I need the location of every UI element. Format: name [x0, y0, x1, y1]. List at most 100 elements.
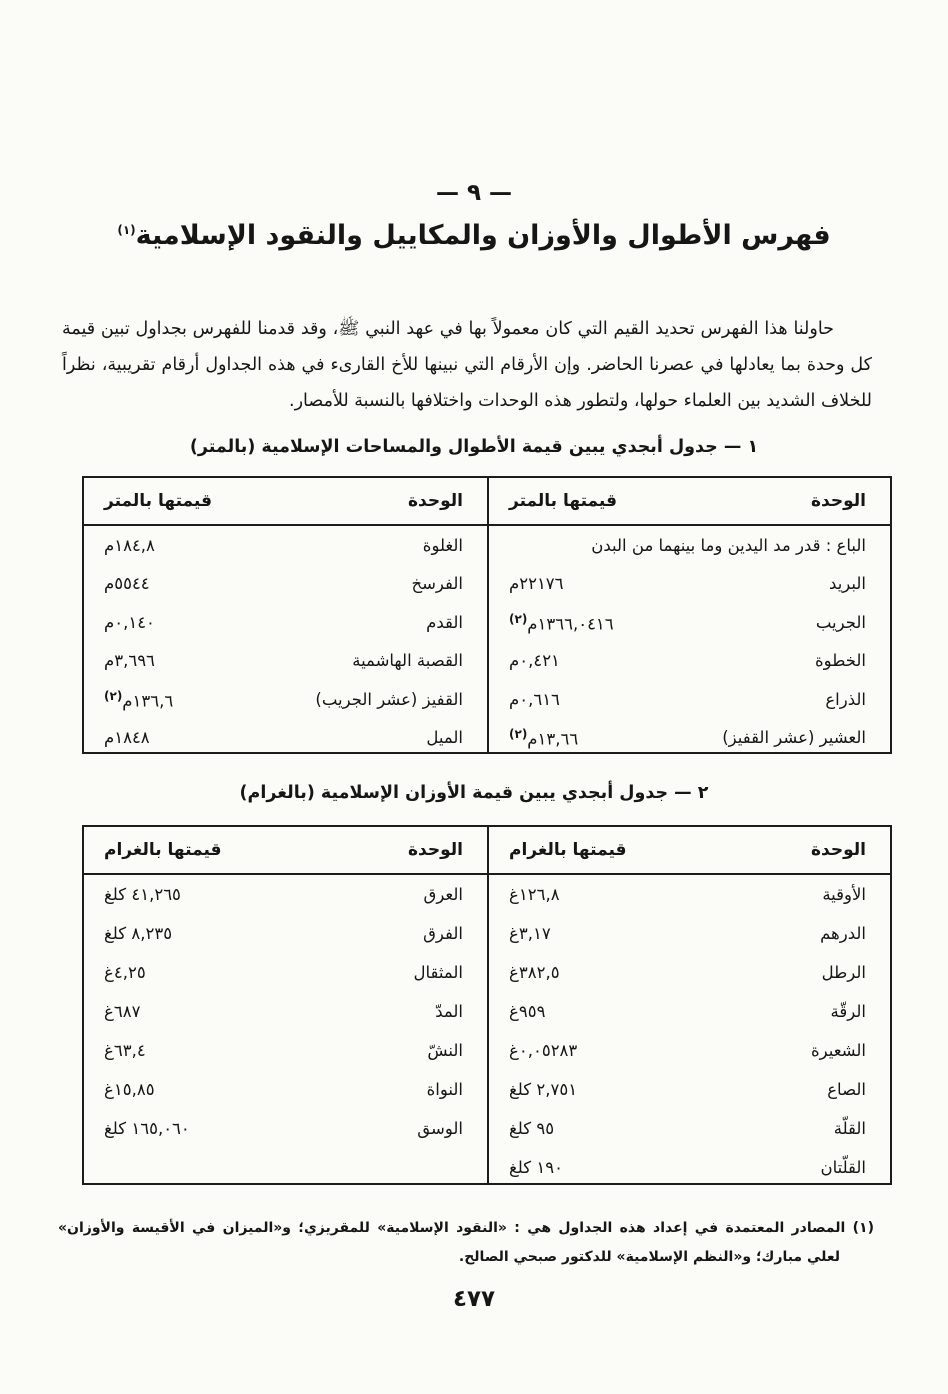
- value-text: ١٦٥,٠٦٠ كلغ: [104, 1119, 190, 1138]
- table-row: العشير (عشر القفيز) ١٣,٦٦م(٢): [489, 719, 890, 758]
- unit-name: الجريب: [815, 612, 866, 632]
- table-header-row: الوحدة قيمتها بالمتر: [84, 478, 487, 526]
- table-row: البريد ٢٢١٧٦م: [489, 565, 890, 604]
- unit-value: ١٣,٦٦م(٢): [489, 727, 673, 749]
- unit-value: ٢٢١٧٦م: [489, 574, 673, 593]
- unit-value: ٤,٢٥غ: [84, 963, 269, 982]
- table2-caption: ٢ — جدول أبجدي يبين قيمة الأوزان الإسلام…: [239, 783, 709, 803]
- weights-table: الوحدة قيمتها بالغرام الأوقية ١٢٦,٨غ الد…: [82, 825, 892, 1185]
- unit-name: الوسق: [417, 1119, 463, 1138]
- value-text: ٤,٢٥غ: [104, 963, 146, 982]
- column-header-unit: الوحدة: [811, 491, 866, 511]
- unit-name: البريد: [829, 574, 866, 594]
- unit-name: الفرسخ: [411, 574, 463, 594]
- unit-value: ٥٥٤٤م: [84, 574, 269, 593]
- unit-value: ٢,٧٥١ كلغ: [489, 1080, 673, 1099]
- value-text: ٥٥٤٤م: [104, 574, 150, 594]
- unit-value: ٣٨٢,٥غ: [489, 963, 673, 982]
- table-row: الميل ١٨٤٨م: [84, 719, 487, 758]
- value-text: ١٢٦,٨غ: [509, 885, 560, 904]
- unit-name: الأوقية: [822, 885, 866, 904]
- table-row: الجريب ١٣٦٦,٠٤١٦م(٢): [489, 603, 890, 642]
- value-text: ٩٥ كلغ: [509, 1119, 555, 1138]
- unit-value: ١٦٥,٠٦٠ كلغ: [84, 1119, 269, 1138]
- unit-value: ٦٣,٤غ: [84, 1041, 269, 1060]
- table-row: النشّ ٦٣,٤غ: [84, 1031, 487, 1070]
- value-text: ١٥,٨٥غ: [104, 1080, 155, 1099]
- unit-value: ٣,٦٩٦م: [84, 651, 269, 670]
- table-row: الرطل ٣٨٢,٥غ: [489, 953, 890, 992]
- column-header-unit: الوحدة: [408, 840, 463, 860]
- table-row: القلّة ٩٥ كلغ: [489, 1109, 890, 1148]
- unit-name: القدم: [426, 612, 463, 632]
- unit-value: ٠,٠٥٢٨٣غ: [489, 1041, 673, 1060]
- unit-name: النشّ: [427, 1041, 463, 1060]
- table-row: الفرق ٨,٢٣٥ كلغ: [84, 914, 487, 953]
- table-row: القدم ٠,١٤٠م: [84, 603, 487, 642]
- unit-name: الغلوة: [422, 535, 463, 555]
- page-number: ٤٧٧: [452, 1286, 496, 1312]
- footnote-ref: (٢): [104, 688, 123, 703]
- unit-value: ١٢٦,٨غ: [489, 885, 673, 904]
- unit-value: ٨,٢٣٥ كلغ: [84, 924, 269, 943]
- column-header-value: قيمتها بالغرام: [104, 840, 222, 860]
- unit-name: الشعيرة: [810, 1041, 866, 1060]
- lengths-table: الوحدة قيمتها بالمتر الباع : قدر مد اليد…: [82, 476, 892, 754]
- table-header-row: الوحدة قيمتها بالغرام: [489, 827, 890, 875]
- table-row: القفيز (عشر الجريب) ١٣٦,٦م(٢): [84, 680, 487, 719]
- value-text: ٣,٦٩٦م: [104, 651, 155, 671]
- table-row: المدّ ٦٨٧غ: [84, 992, 487, 1031]
- value-text: ٤١,٢٦٥ كلغ: [104, 885, 181, 904]
- table-header-row: الوحدة قيمتها بالغرام: [84, 827, 487, 875]
- table-row: الأوقية ١٢٦,٨غ: [489, 875, 890, 914]
- unit-name: الخطوة: [815, 651, 866, 671]
- footnote-ref: (٢): [509, 611, 528, 626]
- column-header-unit: الوحدة: [811, 840, 866, 860]
- value-text: ٢٢١٧٦م: [509, 574, 564, 594]
- value-text: ٠,٠٥٢٨٣غ: [509, 1041, 578, 1060]
- unit-name: القلّتان: [820, 1158, 866, 1177]
- unit-name: المدّ: [435, 1002, 463, 1021]
- unit-value: ١٨٤,٨م: [84, 536, 269, 555]
- section-number: — ٩ —: [435, 180, 513, 206]
- unit-name: الباع : قدر مد اليدين وما بينهما من البد…: [591, 535, 866, 555]
- value-text: ٠,٦١٦م: [509, 689, 560, 709]
- unit-name: القلّة: [833, 1119, 866, 1138]
- table-row: الشعيرة ٠,٠٥٢٨٣غ: [489, 1031, 890, 1070]
- unit-value: ١٨٤٨م: [84, 728, 269, 747]
- value-text: ٠,٤٢١م: [509, 651, 560, 671]
- unit-value: ٣,١٧غ: [489, 924, 673, 943]
- table-row: القصبة الهاشمية ٣,٦٩٦م: [84, 642, 487, 681]
- footnote-ref: (٢): [509, 727, 528, 741]
- value-text: ١٩٠ كلغ: [509, 1158, 563, 1177]
- unit-value: ٠,٦١٦م: [489, 690, 673, 709]
- value-text: ٠,١٤٠م: [104, 612, 155, 632]
- unit-name: المثقال: [413, 963, 464, 982]
- table-row: العرق ٤١,٢٦٥ كلغ: [84, 875, 487, 914]
- unit-value: ١٣٦٦,٠٤١٦م(٢): [489, 612, 673, 634]
- unit-name: الفرق: [423, 924, 463, 943]
- column-header-value: قيمتها بالمتر: [104, 491, 212, 511]
- unit-name: الذراع: [825, 689, 866, 709]
- value-text: ٦٨٧غ: [104, 1002, 141, 1021]
- unit-name: القصبة الهاشمية: [352, 651, 463, 671]
- intro-paragraph: حاولنا هذا الفهرس تحديد القيم التي كان م…: [62, 318, 872, 412]
- unit-name: الرطل: [821, 963, 866, 982]
- table-row: الفرسخ ٥٥٤٤م: [84, 565, 487, 604]
- unit-name: العشير (عشر القفيز): [722, 728, 866, 748]
- value-text: ١٨٤,٨م: [104, 535, 155, 555]
- unit-value: ٩٥٩غ: [489, 1002, 673, 1021]
- value-text: ٦٣,٤غ: [104, 1041, 146, 1060]
- column-header-value: قيمتها بالمتر: [509, 491, 617, 511]
- value-text: ١٨٤٨م: [104, 728, 150, 748]
- column-header-unit: الوحدة: [408, 491, 463, 511]
- value-text: ٣,١٧غ: [509, 924, 551, 943]
- table1-caption: ١ — جدول أبجدي يبين قيمة الأطوال والمساح…: [189, 437, 759, 457]
- table-row: الذراع ٠,٦١٦م: [489, 680, 890, 719]
- table-row: الغلوة ١٨٤,٨م: [84, 526, 487, 565]
- title-footnote-ref: (١): [117, 223, 136, 237]
- unit-value: ٠,٤٢١م: [489, 651, 673, 670]
- unit-name: العرق: [423, 885, 463, 904]
- value-text: ١٣٦,٦م: [122, 691, 174, 710]
